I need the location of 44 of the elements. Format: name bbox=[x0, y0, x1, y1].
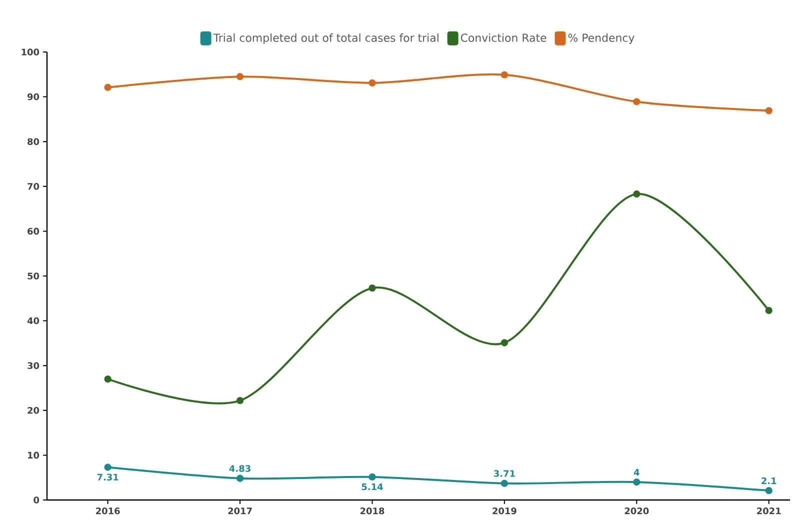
point bbox=[236, 474, 244, 482]
y-tick-label: 80 bbox=[28, 138, 40, 145]
data-label: 7.31 bbox=[97, 474, 118, 481]
data-label: 4 bbox=[634, 469, 640, 476]
x-tick-label: 2016 bbox=[96, 508, 120, 514]
point bbox=[765, 306, 772, 314]
point bbox=[633, 190, 640, 198]
x-tick-label: 2019 bbox=[492, 508, 516, 514]
x-tick-label: 2020 bbox=[624, 508, 649, 514]
data-label: 2.1 bbox=[762, 477, 776, 484]
point bbox=[500, 339, 508, 346]
x-tick-label: 2018 bbox=[360, 508, 384, 514]
point bbox=[104, 464, 112, 471]
y-tick-label: 0 bbox=[34, 496, 40, 504]
data-label: 3.71 bbox=[494, 470, 515, 477]
point bbox=[368, 79, 376, 86]
x-tick-label: 2017 bbox=[228, 508, 252, 514]
point bbox=[765, 107, 772, 114]
point bbox=[368, 473, 376, 481]
legend-label: Trial completed out of total cases for trial bbox=[213, 33, 438, 44]
point bbox=[104, 375, 112, 383]
point bbox=[104, 84, 112, 91]
point bbox=[633, 98, 640, 106]
legend-label: % Pendency bbox=[568, 33, 634, 44]
point bbox=[236, 73, 244, 80]
data-label: 5.14 bbox=[362, 483, 383, 490]
y-tick-label: 70 bbox=[28, 183, 40, 190]
y-tick-label: 100 bbox=[22, 48, 40, 56]
y-tick-label: 20 bbox=[28, 407, 40, 414]
legend-label: Conviction Rate bbox=[460, 33, 546, 42]
x-tick-label: 2021 bbox=[757, 508, 781, 514]
data-label: 4.83 bbox=[229, 465, 250, 472]
y-tick-label: 50 bbox=[28, 272, 40, 280]
point bbox=[765, 487, 772, 494]
y-tick-label: 60 bbox=[28, 228, 40, 235]
point bbox=[633, 478, 640, 486]
point bbox=[500, 71, 508, 78]
y-tick-label: 90 bbox=[27, 93, 40, 100]
point bbox=[368, 284, 376, 292]
point bbox=[236, 396, 244, 404]
y-tick-label: 10 bbox=[28, 452, 40, 459]
y-tick-label: 30 bbox=[28, 362, 40, 369]
point bbox=[500, 480, 508, 487]
y-tick-label: 40 bbox=[27, 317, 40, 324]
